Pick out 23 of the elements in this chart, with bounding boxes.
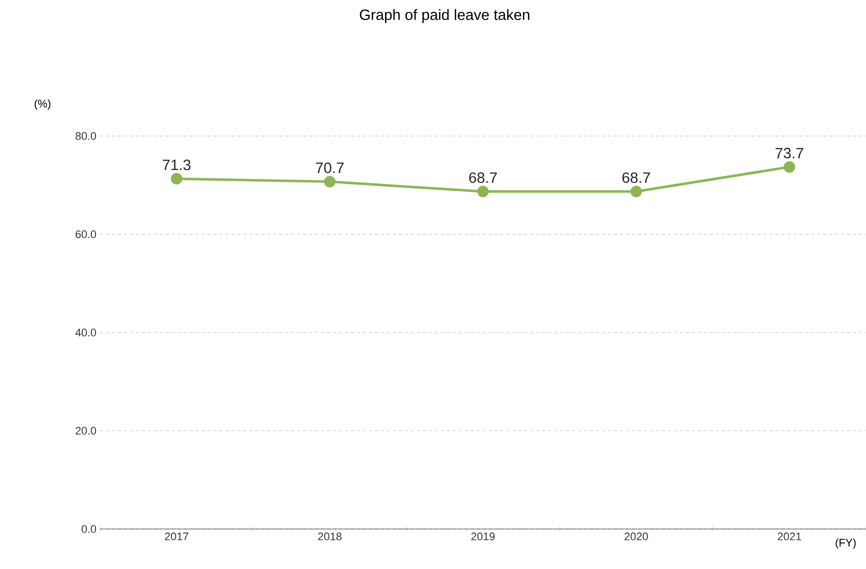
x-tick-label: 2017 — [164, 532, 188, 540]
y-axis-title: (%) — [34, 99, 50, 110]
y-tick-label: 60.0 — [76, 230, 96, 238]
point — [324, 176, 336, 188]
y-tick-label: 20.0 — [76, 426, 96, 435]
x-tick-label: 2020 — [624, 532, 648, 540]
data-label: 71.3 — [162, 160, 190, 170]
y-tick-label: 0.0 — [82, 525, 96, 533]
data-label: 68.7 — [469, 172, 497, 183]
point — [477, 186, 489, 198]
data-label: 73.7 — [776, 148, 804, 158]
x-axis-title: (FY) — [836, 538, 856, 549]
y-tick-label: 80.0 — [76, 132, 96, 140]
x-tick-label: 2019 — [471, 532, 495, 540]
point — [630, 186, 642, 198]
point — [170, 172, 182, 184]
point — [784, 161, 796, 173]
data-label: 70.7 — [316, 162, 344, 174]
x-tick-label: 2021 — [778, 532, 802, 540]
data-label: 68.7 — [622, 172, 650, 183]
x-tick-label: 2018 — [318, 532, 342, 540]
y-tick-label: 40.0 — [75, 328, 96, 336]
chart-title: Graph of paid leave taken — [360, 9, 530, 24]
